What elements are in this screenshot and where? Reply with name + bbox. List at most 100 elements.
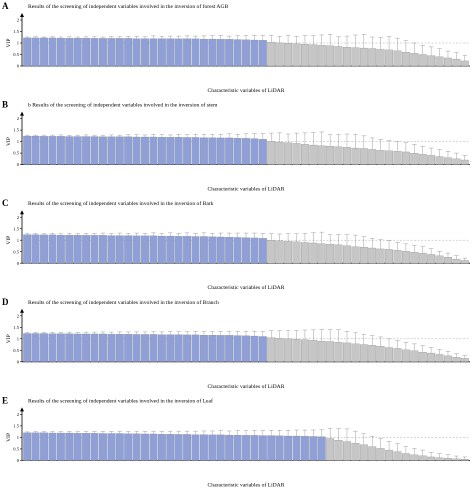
y-tick-label: 1	[17, 435, 20, 440]
vip-bar	[444, 457, 452, 461]
vip-bar	[65, 432, 74, 461]
vip-bar	[157, 137, 166, 165]
vip-bar	[157, 38, 166, 67]
vip-bar	[174, 434, 183, 461]
vip-bar	[82, 136, 91, 165]
vip-bar	[292, 339, 301, 362]
vip-bar	[427, 254, 436, 264]
vip-bar	[23, 333, 32, 362]
vip-bar	[157, 334, 166, 362]
vip-bar	[435, 354, 444, 362]
vip-bar	[65, 333, 74, 362]
vip-bar	[351, 246, 360, 264]
vip-bar	[48, 37, 57, 67]
y-tick-label: 0	[17, 162, 20, 167]
vip-bar	[191, 434, 200, 461]
vip-bar	[376, 448, 385, 461]
vip-bar	[435, 457, 444, 461]
vip-bar	[40, 432, 48, 461]
y-tick-label: 0.5	[13, 249, 19, 254]
vip-bar	[368, 446, 377, 461]
vip-bar	[309, 436, 318, 461]
vip-bar	[300, 242, 309, 264]
vip-bar	[258, 435, 267, 461]
vip-bar	[31, 333, 40, 362]
panel-letter: D	[2, 297, 9, 307]
vip-bar	[309, 242, 318, 264]
y-tick-label: 1	[17, 336, 20, 341]
vip-bar	[267, 337, 276, 362]
vip-bar	[141, 235, 149, 264]
y-tick-label: 2	[17, 116, 20, 121]
vip-bar	[309, 144, 318, 165]
vip-bar	[410, 350, 419, 362]
x-axis-label: Characteristic variables of LiDAR	[208, 87, 285, 94]
vip-bar	[99, 38, 107, 67]
vip-bar	[284, 43, 292, 67]
vip-bar	[300, 339, 309, 362]
vip-bar	[460, 358, 469, 362]
vip-bar	[334, 342, 343, 362]
vip-bar	[183, 38, 192, 67]
vip-bar	[250, 335, 259, 362]
vip-bar	[385, 49, 393, 67]
vip-bar	[275, 240, 284, 264]
vip-bar	[174, 38, 183, 67]
vip-bar	[200, 137, 208, 165]
vip-bar	[48, 136, 57, 165]
y-tick-label: 0.5	[13, 447, 19, 452]
vip-bar	[292, 143, 301, 165]
vip-bar	[242, 237, 250, 264]
vip-bar	[359, 344, 368, 362]
vip-bar	[452, 158, 461, 165]
vip-bar	[334, 146, 343, 165]
vip-bar	[90, 433, 99, 461]
vip-bar	[216, 335, 225, 362]
vip-bar	[452, 458, 461, 461]
vip-bar	[300, 436, 309, 461]
vip-bar	[107, 136, 116, 165]
vip-bar	[23, 135, 32, 165]
vip-bar	[115, 38, 124, 67]
vip-bar	[326, 45, 335, 67]
y-tick-label: 0.5	[13, 151, 19, 156]
y-axis-label: VIP	[6, 137, 12, 146]
vip-bar	[275, 337, 284, 362]
vip-bar	[309, 44, 318, 67]
vip-bar	[73, 433, 82, 461]
vip-bar	[124, 334, 133, 362]
vip-bar	[141, 136, 149, 165]
y-axis-arrow	[20, 13, 24, 17]
vip-bar	[99, 333, 107, 362]
vip-bar	[200, 434, 208, 461]
vip-bar	[401, 151, 410, 165]
vip-bar	[73, 235, 82, 264]
vip-bar	[359, 444, 368, 461]
vip-bar	[208, 236, 217, 264]
vip-bar	[435, 56, 444, 67]
vip-bar	[183, 334, 192, 362]
vip-bar	[410, 252, 419, 264]
vip-bar	[460, 159, 469, 165]
y-tick-label: 1.5	[13, 424, 19, 429]
y-tick-label: 1	[17, 41, 20, 46]
y-tick-label: 0	[17, 261, 20, 266]
vip-bar	[48, 234, 57, 264]
y-tick-label: 1	[17, 139, 20, 144]
vip-bar	[208, 334, 217, 362]
y-tick-label: 2	[17, 313, 20, 318]
vip-bar	[267, 240, 276, 264]
vip-bar	[48, 333, 57, 362]
vip-bar	[460, 459, 469, 461]
vip-bar	[31, 432, 40, 461]
vip-bar	[267, 435, 276, 461]
vip-bar	[208, 38, 217, 67]
vip-bar	[233, 335, 242, 362]
vip-bar	[132, 235, 141, 264]
vip-bar	[427, 55, 436, 67]
vip-bar	[376, 346, 385, 362]
vip-bar	[326, 341, 335, 362]
vip-bar	[191, 137, 200, 165]
vip-bar	[393, 348, 402, 362]
